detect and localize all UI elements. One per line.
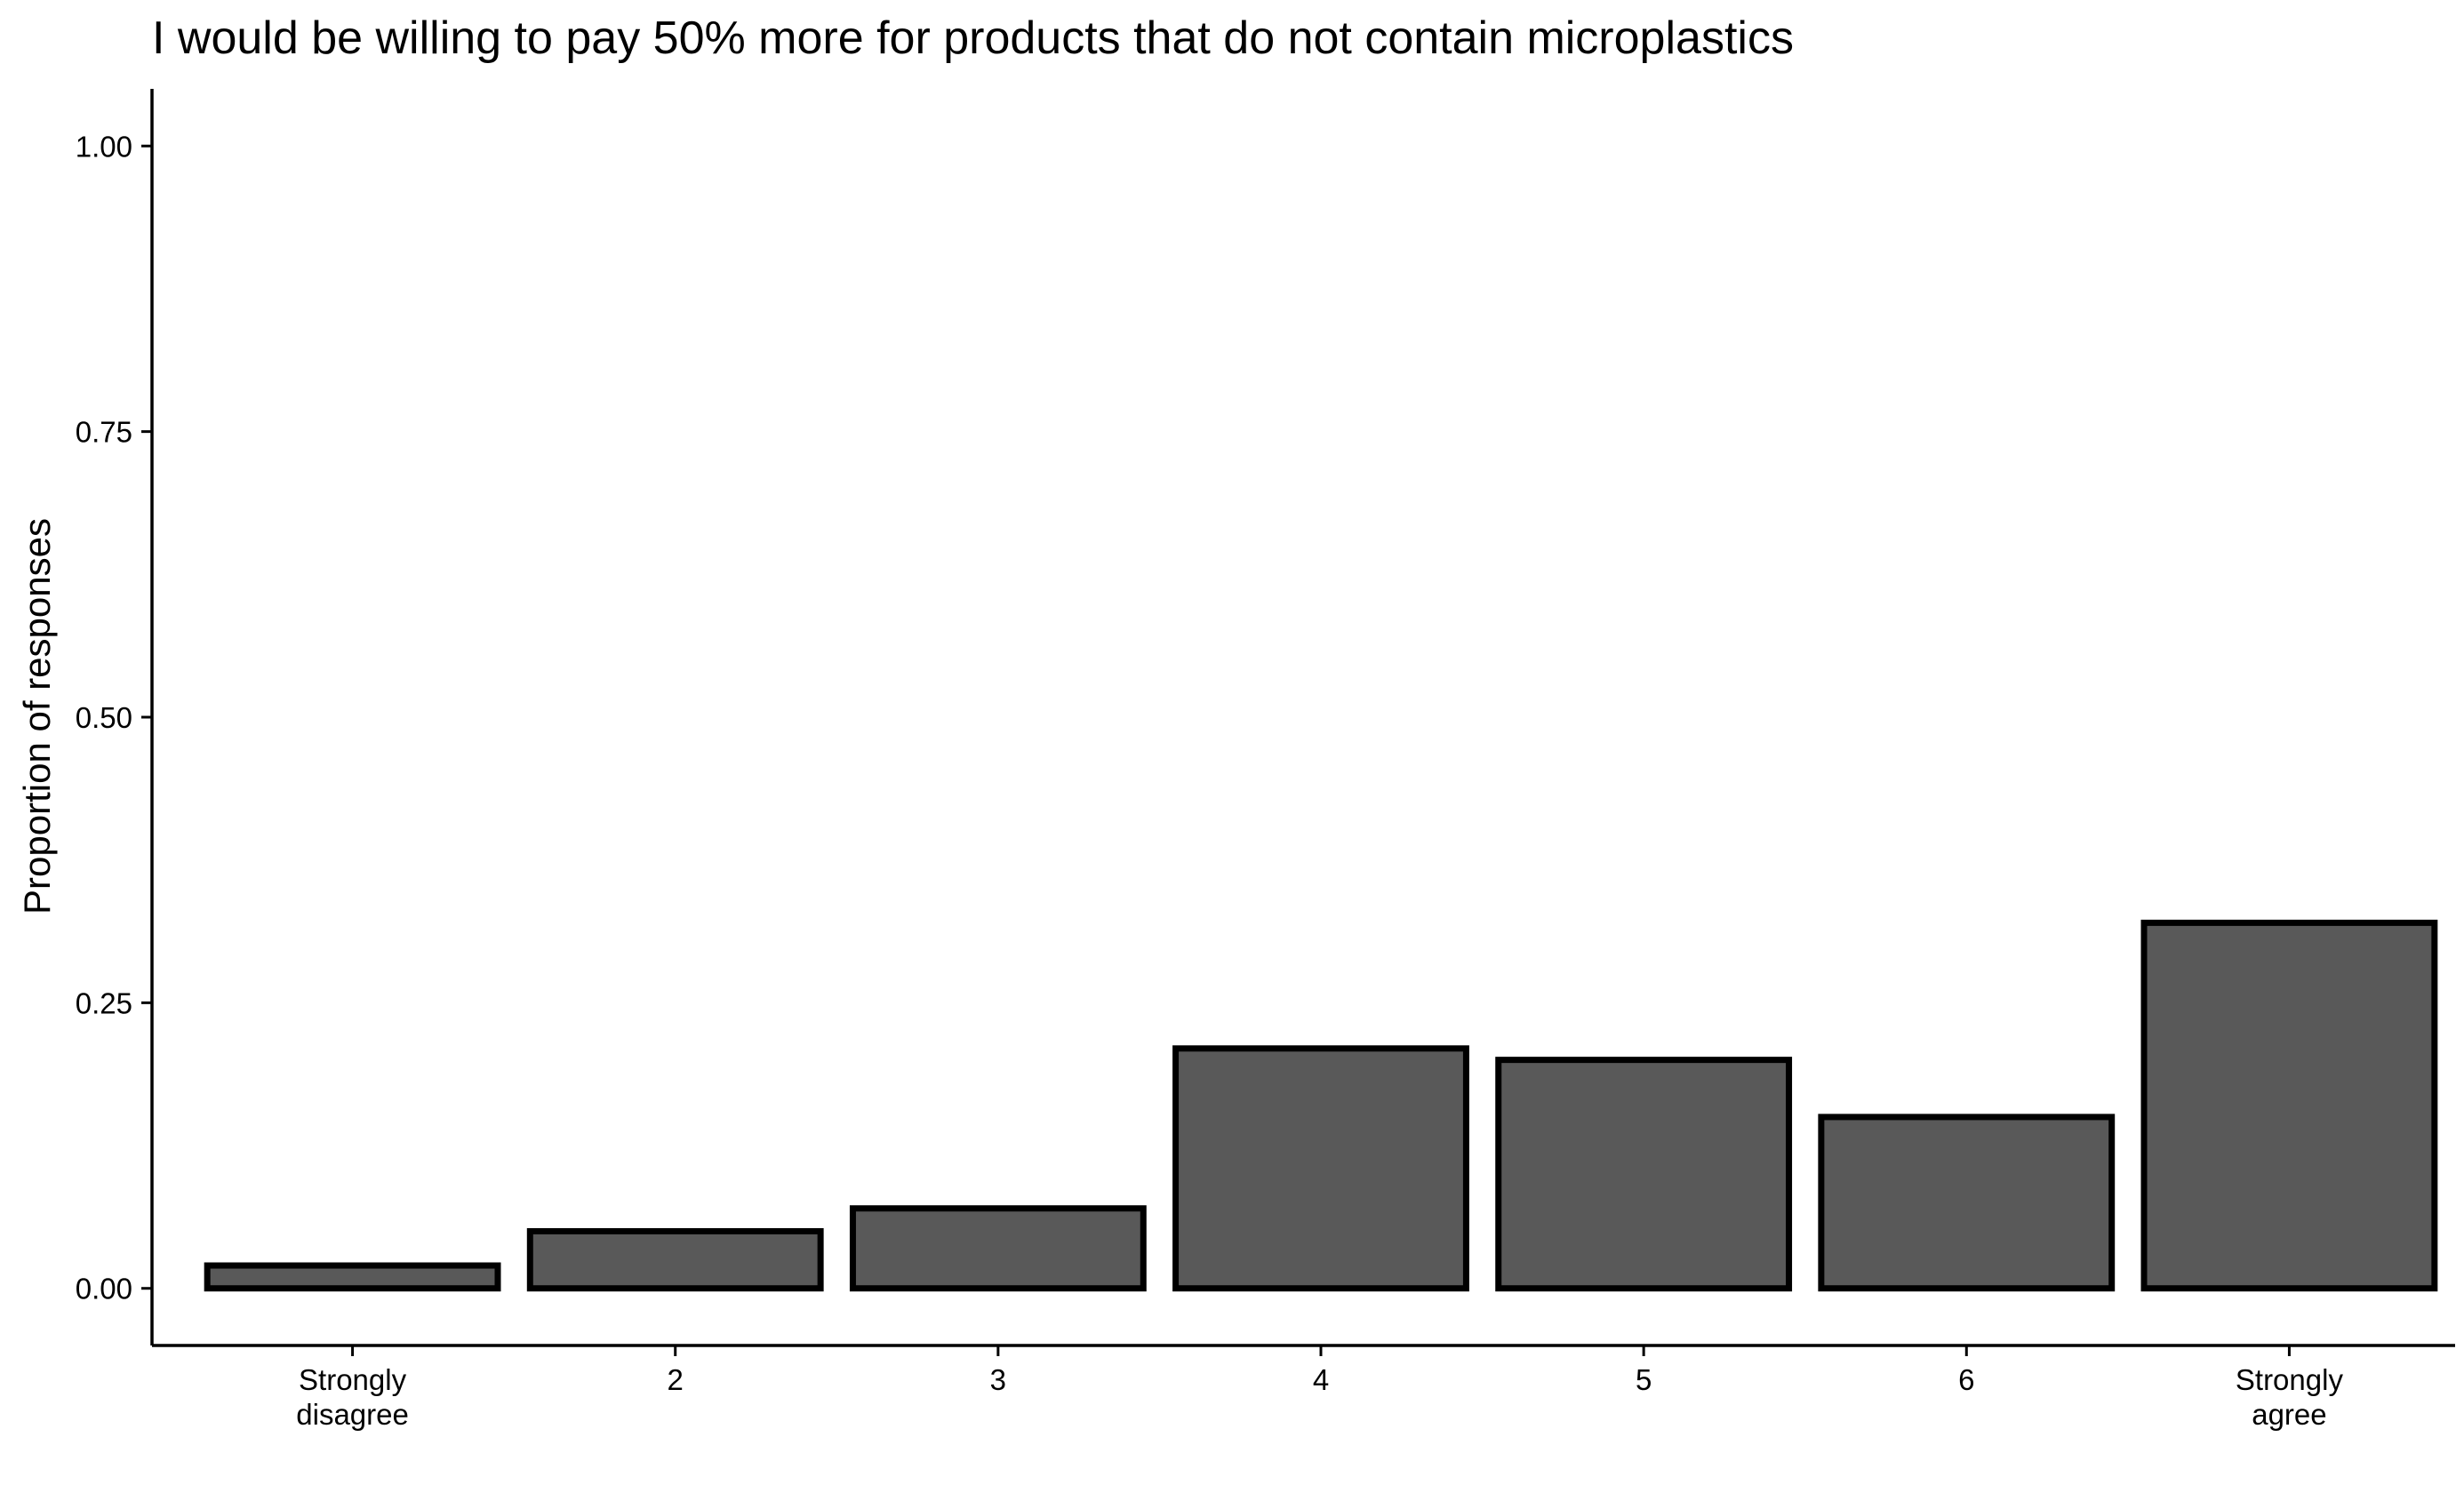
y-axis-title: Proportion of responses — [16, 518, 58, 914]
y-tick-label: 0.50 — [76, 701, 132, 734]
bar — [849, 1205, 1147, 1292]
x-tick-label: Strongly agree — [2236, 1363, 2344, 1431]
x-tick-label: 2 — [668, 1363, 684, 1396]
y-tick-label: 0.00 — [76, 1273, 132, 1305]
x-tick-label: 4 — [1313, 1363, 1329, 1396]
y-tick-label: 0.75 — [76, 416, 132, 449]
y-axis: 0.00 0.25 0.50 0.75 1.00 — [76, 130, 152, 1305]
bar — [1495, 1057, 1793, 1292]
x-tick-label: 5 — [1636, 1363, 1652, 1396]
bar — [526, 1227, 824, 1292]
chart-title: I would be willing to pay 50% more for p… — [152, 12, 1794, 64]
bar — [1172, 1045, 1469, 1292]
y-tick-label: 0.25 — [76, 986, 132, 1019]
x-tick-label: 3 — [990, 1363, 1006, 1396]
bars-group — [204, 919, 2438, 1292]
x-axis: Strongly disagree 2 3 4 5 6 Strongly agree — [296, 1345, 2343, 1431]
bar — [1818, 1114, 2116, 1292]
bar — [2140, 919, 2438, 1292]
x-tick-label: 6 — [1958, 1363, 1974, 1396]
x-tick-label: Strongly disagree — [296, 1363, 409, 1431]
bar — [204, 1262, 501, 1292]
y-tick-label: 1.00 — [76, 130, 132, 163]
